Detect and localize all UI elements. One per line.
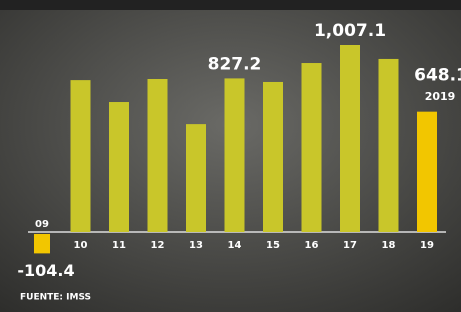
x-tick-label: 10 [74, 240, 88, 251]
bar [71, 80, 91, 232]
x-tick-label: 11 [112, 240, 126, 251]
x-tick-label: 15 [266, 240, 280, 251]
x-tick-label: 14 [228, 240, 242, 251]
bar [148, 79, 168, 232]
source: FUENTE: IMSS [20, 293, 91, 303]
bar [379, 59, 399, 232]
x-tick-label: 18 [382, 240, 396, 251]
bar [340, 45, 360, 232]
bar [109, 102, 129, 232]
bar [186, 124, 206, 232]
value-label: -104.4 [17, 261, 74, 280]
value-label: 1,007.1 [314, 21, 386, 41]
bar [263, 82, 283, 232]
bar [417, 112, 437, 232]
chart: 2019 FUENTE: IMSS 09 -104.410 11 12 13 14 827.… [0, 0, 461, 312]
x-tick-label: 09 [35, 219, 49, 230]
value-label: 648.1 [414, 66, 461, 86]
x-tick-label: 12 [151, 240, 165, 251]
x-tick-label: 16 [305, 240, 319, 251]
bar [225, 78, 245, 232]
x-tick-label: 17 [343, 240, 357, 251]
x-tick-label: 19 [420, 240, 434, 251]
annotation: 2019 [425, 90, 456, 103]
x-tick-label: 13 [189, 240, 203, 251]
bar [302, 63, 322, 232]
bar [34, 234, 50, 253]
value-label: 827.2 [208, 54, 262, 74]
top-strip [0, 0, 461, 10]
